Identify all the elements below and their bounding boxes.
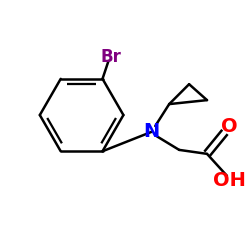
- Text: O: O: [220, 118, 237, 137]
- Text: N: N: [143, 122, 160, 142]
- Text: OH: OH: [214, 171, 246, 190]
- Text: Br: Br: [100, 48, 121, 66]
